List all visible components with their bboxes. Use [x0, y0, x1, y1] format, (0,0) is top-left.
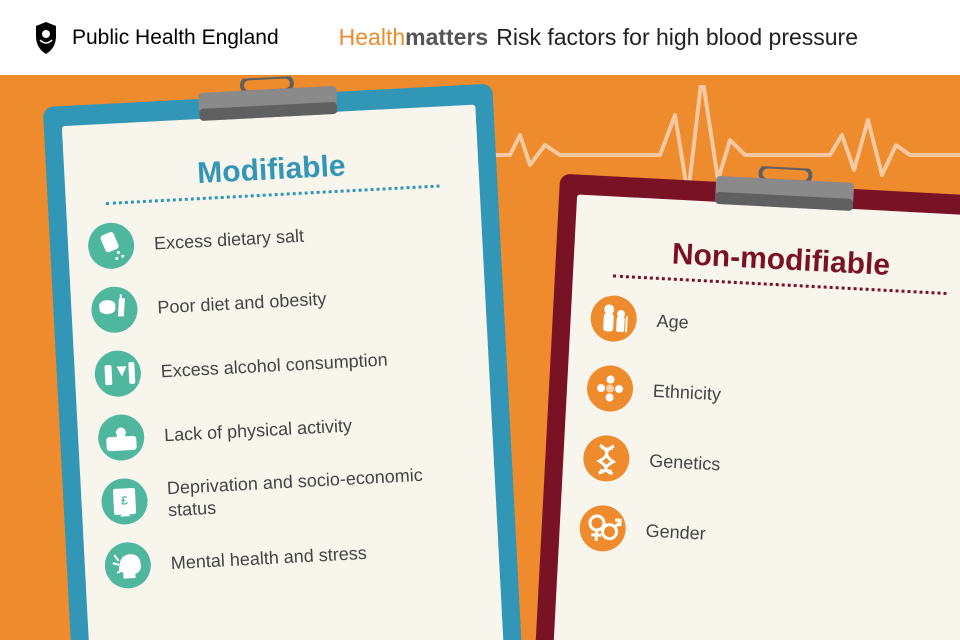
list-item: Excess dietary salt: [87, 204, 463, 270]
stress-icon: [104, 541, 152, 589]
logo-group: Public Health England: [30, 20, 279, 56]
item-label: Genetics: [649, 449, 721, 475]
list-item: Lack of physical activity: [97, 396, 473, 462]
list-item: Poor diet and obesity: [90, 268, 466, 334]
list-item: Excess alcohol consumption: [94, 332, 470, 398]
title-group: Healthmatters Risk factors for high bloo…: [339, 24, 858, 51]
ethnicity-icon: [586, 364, 634, 412]
page-title: Risk factors for high blood pressure: [496, 24, 858, 51]
gender-icon: [579, 504, 627, 552]
org-name: Public Health England: [72, 26, 279, 50]
item-label: Excess dietary salt: [153, 224, 304, 254]
list-item: £ Deprivation and socio-economic status: [100, 460, 476, 526]
economic-icon: £: [100, 477, 148, 525]
alcohol-icon: [94, 349, 142, 397]
brand-text: Healthmatters: [339, 24, 489, 51]
item-label: Mental health and stress: [170, 542, 367, 575]
list-item: Genetics: [582, 434, 958, 500]
item-label: Deprivation and socio-economic status: [166, 461, 476, 522]
clipboard-nonmodifiable: Non-modifiable AgeEthnicityGeneticsGende…: [530, 174, 960, 640]
paper-right: Non-modifiable AgeEthnicityGeneticsGende…: [550, 195, 960, 640]
paper-left: Modifiable Excess dietary saltPoor diet …: [62, 105, 504, 640]
item-label: Excess alcohol consumption: [160, 348, 388, 382]
list-modifiable: Excess dietary salt Poor diet and obesity…: [87, 204, 480, 589]
item-label: Ethnicity: [652, 380, 721, 406]
svg-text:£: £: [121, 493, 129, 507]
list-item: Age: [590, 294, 960, 360]
header-bar: Public Health England Healthmatters Risk…: [0, 0, 960, 75]
genetics-icon: [582, 434, 630, 482]
item-label: Lack of physical activity: [164, 414, 353, 446]
main-canvas: Modifiable Excess dietary saltPoor diet …: [0, 75, 960, 640]
diet-icon: [90, 286, 138, 334]
board-left: Modifiable Excess dietary saltPoor diet …: [43, 84, 523, 640]
brand-health: Health: [339, 24, 405, 50]
crest-icon: [30, 20, 62, 56]
list-item: Mental health and stress: [104, 524, 480, 590]
age-icon: [590, 294, 638, 342]
activity-icon: [97, 413, 145, 461]
item-label: Age: [656, 310, 689, 334]
list-item: Ethnicity: [586, 364, 960, 430]
clip-icon: [192, 75, 344, 125]
list-nonmodifiable: Age Ethnicity Genetics Gender: [579, 294, 960, 569]
item-label: Poor diet and obesity: [157, 287, 327, 318]
list-item: Gender: [579, 504, 955, 570]
clipboard-modifiable: Modifiable Excess dietary saltPoor diet …: [43, 84, 523, 640]
item-label: Gender: [645, 519, 706, 545]
brand-matters: matters: [405, 24, 488, 50]
salt-icon: [87, 222, 135, 270]
board-right: Non-modifiable AgeEthnicityGeneticsGende…: [530, 174, 960, 640]
clip-icon: [709, 163, 861, 215]
